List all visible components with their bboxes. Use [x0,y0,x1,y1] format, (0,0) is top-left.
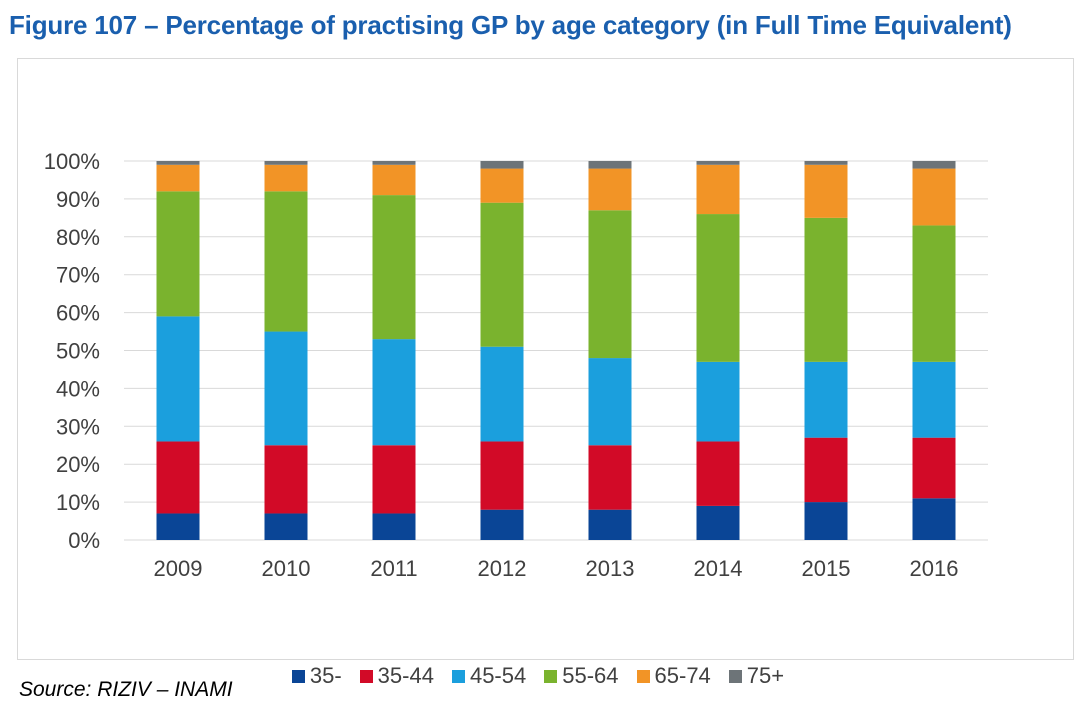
legend-item: 45-54 [451,663,527,689]
legend-swatch [359,669,373,683]
x-tick-label: 2016 [910,556,959,581]
bar-segment-65-74 [480,168,524,203]
bar-segment-55-64 [372,195,416,340]
bar-segment-45-54 [372,339,416,446]
bar-segment-45-54 [696,361,740,442]
y-tick-label: 80% [56,225,100,250]
bar-segment-55-64 [696,214,740,362]
y-tick-label: 60% [56,301,100,326]
figure-title: Figure 107 – Percentage of practising GP… [9,10,1012,40]
bar-segment-35-44 [912,437,956,499]
bar-segment-35- [804,502,848,540]
legend-item: 35-44 [359,663,434,689]
legend-item: 55-64 [544,663,619,689]
chart-frame: 0% 10% 20% 30% 40% 50% 60% 70% 80% 90% 100% 2009 201… [17,58,1074,688]
legend-label: 65-74 [654,663,711,688]
x-tick-label: 2015 [802,556,851,581]
bar-segment-55-64 [804,217,848,362]
chart-legend: 35- 35-44 45-54 55-64 65-74 75+ [18,663,1058,689]
legend-swatch [728,669,742,683]
bar-segment-75+ [156,161,200,165]
bar-segment-45-54 [264,331,308,446]
bar-segment-35-44 [696,441,740,506]
bar-segment-35-44 [372,445,416,514]
bar-segment-35-44 [588,445,632,510]
y-tick-label: 0% [68,528,100,553]
legend-item: 35- [291,663,342,689]
source-note: Source: RIZIV – INAMI [19,678,233,701]
bar-segment-75+ [696,161,740,165]
bar-segment-35-44 [804,437,848,503]
x-tick-label: 2013 [586,556,635,581]
x-tick-label: 2010 [262,556,311,581]
bar-segment-75+ [264,161,308,165]
x-tick-label: 2012 [478,556,527,581]
legend-item: 75+ [728,663,785,689]
bar-segment-65-74 [804,164,848,218]
bar-segment-55-64 [912,225,956,362]
y-tick-label: 100% [44,149,100,174]
bar-segment-55-64 [264,191,308,332]
bar-segment-35-44 [156,441,200,514]
bar-segment-65-74 [264,164,308,192]
legend-item: 65-74 [636,663,711,689]
legend-swatch [451,669,465,683]
bar-segment-35- [588,509,632,540]
bar-segment-35- [372,513,416,540]
bar-segment-35- [912,498,956,540]
bar-segment-75+ [588,161,632,169]
bar-segment-65-74 [372,164,416,196]
bar-segment-35- [264,513,308,540]
bar-segment-65-74 [696,164,740,215]
bar-segment-45-54 [588,358,632,446]
legend-label: 75+ [746,663,785,688]
bar-segment-35-44 [480,441,524,510]
y-tick-label: 20% [56,452,100,477]
x-tick-label: 2011 [370,556,417,581]
x-tick-label: 2009 [154,556,203,581]
bar-segment-75+ [372,161,416,165]
bar-segment-55-64 [588,210,632,359]
bar-segment-55-64 [156,191,200,317]
bar-segment-35- [480,509,524,540]
bar-segment-35- [156,513,200,540]
legend-label: 35- [309,663,342,688]
legend-swatch [636,669,650,683]
bar-segment-45-54 [912,361,956,438]
y-tick-label: 30% [56,414,100,439]
legend-label: 35-44 [377,663,434,688]
x-tick-label: 2014 [694,556,743,581]
bar-segment-65-74 [912,168,956,226]
bar-segment-75+ [804,161,848,165]
stacked-bar-chart: 0% 10% 20% 30% 40% 50% 60% 70% 80% 90% 100% 2009 201… [44,149,988,581]
bar-segment-35- [696,505,740,540]
bar-segment-45-54 [804,361,848,438]
legend-label: 45-54 [469,663,527,688]
bar-segment-55-64 [480,202,524,347]
y-tick-label: 70% [56,263,100,288]
legend-swatch [291,669,305,683]
bar-segment-75+ [912,161,956,169]
y-tick-label: 50% [56,339,100,364]
bar-segment-45-54 [480,346,524,442]
y-tick-label: 90% [56,187,100,212]
legend-swatch [544,669,558,683]
bar-segment-75+ [480,161,524,169]
bar-segment-35-44 [264,445,308,514]
y-tick-label: 40% [56,376,100,401]
legend-label: 55-64 [562,663,619,688]
y-tick-label: 10% [56,490,100,515]
bar-segment-65-74 [156,164,200,192]
bar-segment-65-74 [588,168,632,211]
bar-segment-45-54 [156,316,200,442]
